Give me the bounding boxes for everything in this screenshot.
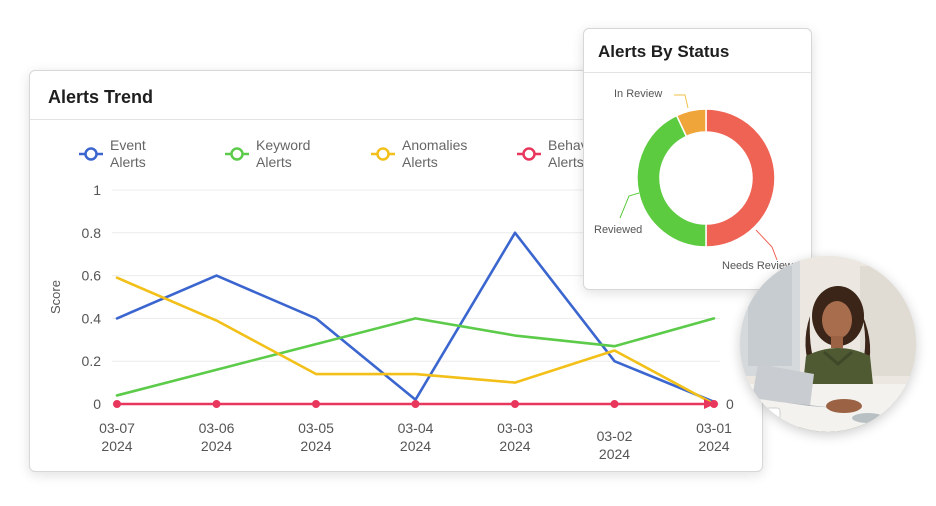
legend-label-line: Alerts <box>110 154 146 170</box>
x-tick-label: 03-05 <box>298 420 334 436</box>
data-point <box>312 400 320 408</box>
x-tick-label: 03-01 <box>696 420 732 436</box>
legend-item[interactable]: Event Alerts <box>78 137 186 171</box>
x-tick-label: 03-06 <box>199 420 235 436</box>
legend-marker-icon <box>371 147 395 161</box>
x-tick-label: 2024 <box>201 438 232 454</box>
alerts-status-donut-chart <box>619 94 778 261</box>
series-line <box>115 276 716 406</box>
series-line <box>115 231 716 404</box>
legend-marker-icon <box>79 147 103 161</box>
y-tick-label: 0.8 <box>82 225 102 241</box>
alerts-by-status-card: Alerts By Status In Review Reviewed Need… <box>583 28 812 290</box>
donut-label-needs-review: Needs Review <box>722 260 793 272</box>
data-point <box>411 400 420 408</box>
alerts-trend-title: Alerts Trend <box>48 87 154 107</box>
legend-label-line: Event <box>110 137 146 153</box>
donut-label-in-review: In Review <box>614 88 663 100</box>
x-tick-label: 2024 <box>599 446 630 462</box>
user-photo <box>740 256 916 432</box>
card-divider <box>30 119 762 120</box>
x-tick-label: 2024 <box>101 438 132 454</box>
x-tick-label: 03-04 <box>398 420 434 436</box>
leader-line <box>619 192 640 219</box>
leader-line <box>674 94 689 109</box>
x-tick-label: 03-07 <box>99 420 135 436</box>
legend-item[interactable]: Anomalies Alerts <box>370 137 478 171</box>
data-point <box>212 400 221 408</box>
legend-label: Event Alerts <box>110 137 186 171</box>
x-tick-label: 2024 <box>698 438 729 454</box>
card-divider <box>584 72 811 73</box>
x-tick-label: 03-03 <box>497 420 533 436</box>
x-tick-label: 03-02 <box>597 428 633 444</box>
alerts-by-status-title: Alerts By Status <box>598 42 730 61</box>
legend-marker-icon <box>225 147 249 161</box>
legend-label-line: Alerts <box>256 154 292 170</box>
leader-line <box>755 229 778 261</box>
x-tick-label: 2024 <box>499 438 530 454</box>
y-tick-label: 0.4 <box>82 310 102 326</box>
alerts-trend-chart: 0 0.2 0.4 0.6 0.8 1 Score 0 03-07 2024 03-06 2024 03… <box>48 182 734 462</box>
data-point <box>113 400 121 408</box>
y-tick-label: 0.6 <box>82 268 102 284</box>
legend-label-line: Alerts <box>402 154 438 170</box>
donut-slice <box>705 108 776 248</box>
legend-label-line: Anomalies <box>402 137 468 153</box>
legend-label-line: Alerts <box>548 154 584 170</box>
x-tick-label: 2024 <box>300 438 331 454</box>
y-tick-label: 1 <box>93 182 101 198</box>
legend-marker-icon <box>517 147 541 161</box>
y-axis-label: Score <box>48 280 63 314</box>
legend-item[interactable]: Keyword Alerts <box>224 137 332 171</box>
y-tick-label: 0.2 <box>82 353 102 369</box>
chart-legend: Event Alerts Keyword Alerts Anomalies Alerts B… <box>78 137 662 171</box>
y-tick-label: 0 <box>93 396 101 412</box>
right-axis-label: 0 <box>726 396 734 412</box>
data-point <box>511 400 519 408</box>
legend-label: Anomalies Alerts <box>402 137 478 171</box>
donut-label-reviewed: Reviewed <box>594 224 643 236</box>
donut-slice <box>675 108 707 138</box>
x-tick-label: 2024 <box>400 438 431 454</box>
arrow-head-icon <box>704 399 715 409</box>
data-point <box>610 400 619 408</box>
legend-label-line: Keyword <box>256 137 311 153</box>
series-line <box>115 317 716 397</box>
legend-label: Keyword Alerts <box>256 137 332 171</box>
donut-slice <box>636 114 707 248</box>
